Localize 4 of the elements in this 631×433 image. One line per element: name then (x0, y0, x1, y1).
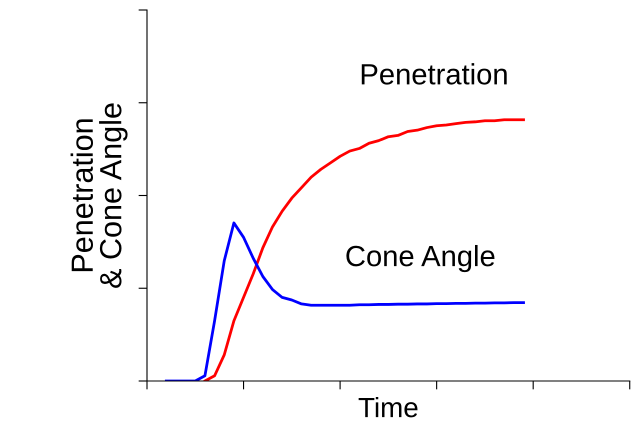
x-axis-title: Time (358, 396, 418, 418)
y-axis-title: Penetration & Cone Angle (70, 103, 128, 288)
series-label: Cone Angle (346, 244, 494, 272)
series-label: Penetration (362, 63, 507, 85)
